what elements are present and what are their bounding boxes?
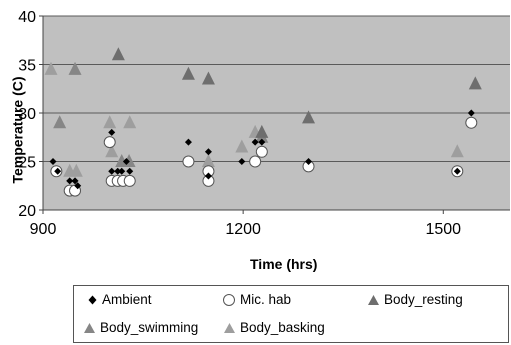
legend-item-body-swimming: Body_swimming bbox=[83, 320, 198, 335]
open-circle-icon bbox=[223, 293, 235, 306]
y-tick-label: 40 bbox=[18, 9, 36, 26]
data-point-body-resting bbox=[201, 71, 215, 85]
legend-item-body-basking: Body_basking bbox=[223, 320, 325, 335]
data-point-body-resting bbox=[255, 124, 269, 138]
legend-label: Body_resting bbox=[384, 292, 463, 307]
legend: Ambient Mic. hab Body_resting Body_swimm… bbox=[73, 285, 509, 343]
data-point-ambient bbox=[66, 177, 74, 185]
data-points bbox=[44, 47, 482, 197]
legend-label: Ambient bbox=[102, 292, 152, 307]
x-tick-label: 1500 bbox=[425, 221, 461, 238]
triangle-icon bbox=[84, 322, 95, 333]
data-point-body-resting bbox=[302, 110, 316, 124]
data-point-ambient bbox=[126, 167, 134, 175]
legend-label: Body_basking bbox=[240, 320, 325, 335]
data-point-body-swimming bbox=[53, 115, 67, 129]
legend-item-mic-hab: Mic. hab bbox=[222, 292, 291, 307]
data-point-body-basking bbox=[235, 139, 249, 153]
y-tick-label: 20 bbox=[18, 203, 36, 220]
data-point-ambient bbox=[122, 158, 130, 165]
data-point-ambient bbox=[467, 109, 475, 117]
data-point-body-basking bbox=[69, 163, 83, 177]
x-tick-label: 900 bbox=[30, 221, 57, 238]
data-point-ambient bbox=[118, 167, 126, 175]
data-point-mic-hab bbox=[182, 155, 195, 168]
data-point-ambient bbox=[71, 177, 79, 185]
x-axis-label: Time (hrs) bbox=[250, 256, 318, 272]
data-point-ambient bbox=[453, 167, 461, 175]
data-point-ambient bbox=[251, 138, 259, 146]
data-point-body-basking bbox=[123, 115, 137, 129]
legend-item-body-resting: Body_resting bbox=[367, 292, 463, 307]
y-tick-label: 35 bbox=[18, 58, 36, 75]
legend-label: Mic. hab bbox=[240, 292, 292, 307]
diamond-icon bbox=[88, 295, 97, 304]
legend-label: Body_swimming bbox=[100, 320, 199, 335]
data-point-ambient bbox=[114, 167, 122, 175]
data-point-ambient bbox=[108, 128, 116, 136]
x-tick-label: 1200 bbox=[225, 221, 261, 238]
data-point-body-basking bbox=[103, 115, 117, 129]
data-point-ambient bbox=[74, 182, 82, 190]
data-point-ambient bbox=[54, 167, 62, 175]
data-point-ambient bbox=[108, 167, 116, 175]
data-point-mic-hab bbox=[249, 155, 262, 168]
data-point-body-swimming bbox=[68, 61, 82, 75]
data-point-mic-hab bbox=[255, 145, 268, 158]
data-point-mic-hab bbox=[123, 174, 136, 187]
y-axis-label: Temperature (C) bbox=[10, 76, 26, 184]
axes bbox=[39, 15, 510, 214]
data-point-body-basking bbox=[105, 144, 119, 158]
data-point-mic-hab bbox=[103, 136, 116, 149]
y-tick-label: 25 bbox=[18, 155, 36, 172]
data-point-body-basking bbox=[201, 154, 215, 167]
data-point-mic-hab bbox=[465, 116, 478, 129]
data-point-ambient bbox=[184, 138, 192, 146]
data-point-ambient bbox=[204, 172, 212, 180]
data-point-ambient bbox=[49, 158, 57, 165]
data-point-ambient bbox=[238, 158, 246, 165]
data-point-ambient bbox=[258, 138, 266, 146]
data-point-body-basking bbox=[44, 61, 58, 75]
data-point-body-resting bbox=[468, 76, 482, 90]
data-point-body-resting bbox=[181, 66, 195, 80]
tick-labels: 20 25 30 35 40 900 1200 1500 bbox=[18, 9, 461, 238]
data-point-body-resting bbox=[111, 47, 125, 61]
data-point-ambient bbox=[204, 148, 212, 156]
triangle-icon bbox=[368, 294, 379, 305]
legend-item-ambient: Ambient bbox=[87, 292, 152, 307]
data-point-body-basking bbox=[450, 144, 464, 158]
triangle-icon bbox=[224, 322, 235, 333]
data-point-ambient bbox=[305, 158, 313, 165]
y-tick-label: 30 bbox=[18, 106, 36, 123]
